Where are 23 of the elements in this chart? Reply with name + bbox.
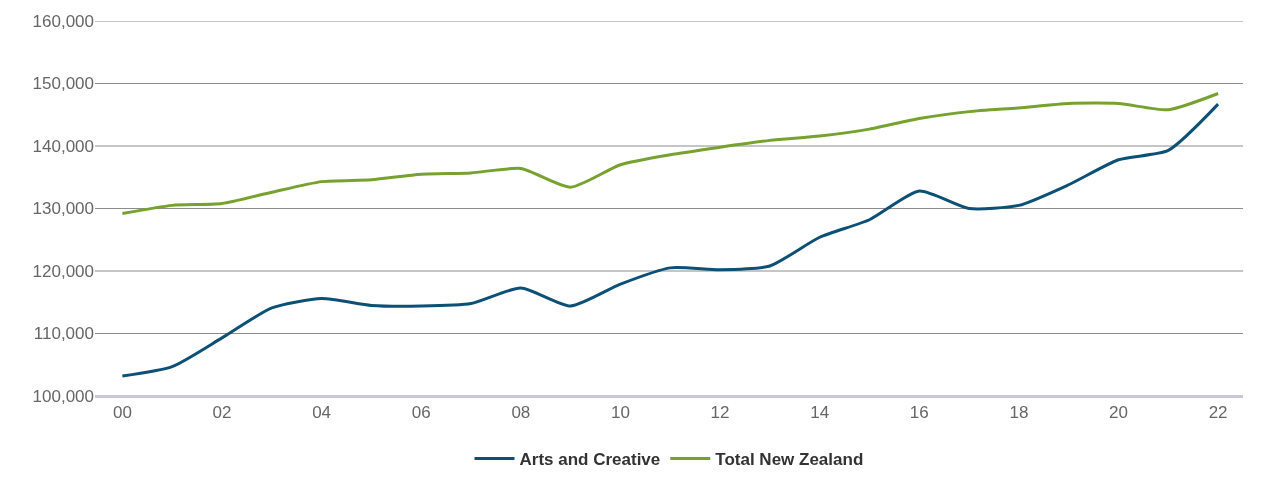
line-series	[120, 92, 1220, 215]
legend-label: Total New Zealand	[715, 450, 864, 470]
legend-label: Arts and Creative	[519, 450, 661, 470]
line-series	[120, 102, 1220, 378]
y-tick-label: 110,000	[33, 324, 94, 344]
y-tick-label: 130,000	[32, 199, 94, 219]
x-tick-label: 20	[1109, 403, 1128, 423]
y-tick-label: 120,000	[32, 261, 94, 281]
x-tick-label: 12	[710, 403, 730, 423]
x-tick-label: 06	[411, 403, 431, 423]
y-tick-label: 140,000	[32, 136, 94, 156]
x-tick-label: 10	[610, 403, 630, 423]
x-tick-label: 14	[810, 403, 830, 423]
x-tick-label: 02	[212, 403, 232, 423]
x-tick-label: 00	[112, 403, 132, 423]
x-tick-label: 22	[1208, 403, 1228, 423]
y-tick-label: 160,000	[32, 11, 94, 31]
y-tick-label: 100,000	[32, 386, 94, 406]
x-tick-label: 04	[312, 403, 332, 423]
x-tick-label: 18	[1009, 403, 1029, 423]
x-tick-label: 16	[909, 403, 929, 423]
y-tick-label: 150,000	[32, 74, 94, 94]
x-tick-label: 08	[511, 403, 531, 423]
